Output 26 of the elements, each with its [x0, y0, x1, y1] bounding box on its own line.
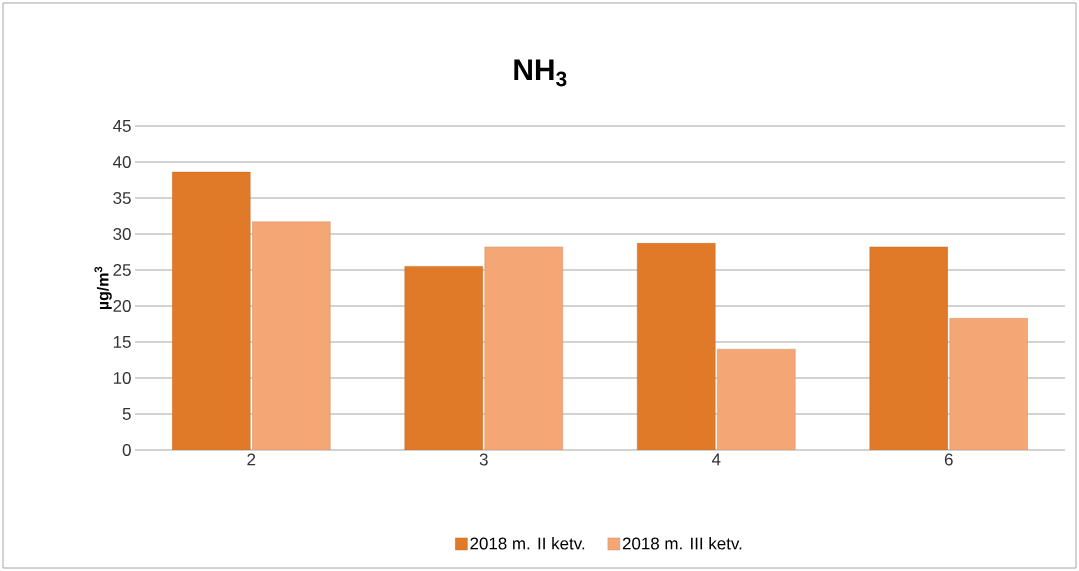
y-tick-label: 40: [113, 156, 131, 168]
legend-label: 2018 m. III ketv.: [622, 537, 742, 550]
y-tick-label: 45: [113, 120, 131, 132]
chart-title: NH$_{3}$: [514, 59, 567, 87]
y-tick-label: 35: [113, 192, 131, 204]
bar: [869, 246, 948, 450]
y-tick-label: 20: [113, 300, 131, 312]
x-tick-label: 2: [247, 453, 256, 466]
bar: [404, 266, 483, 450]
y-tick-label: 25: [113, 264, 131, 276]
y-tick-label: 0: [122, 444, 131, 456]
bar: [484, 246, 563, 450]
y-tick-label: 30: [113, 228, 131, 240]
bar: [949, 318, 1028, 450]
y-tick-label: 10: [113, 372, 131, 384]
x-tick-label: 6: [944, 453, 953, 466]
y-tick-label: 5: [122, 408, 131, 420]
bar: [252, 221, 331, 450]
x-tick-label: 4: [711, 453, 721, 466]
bar: [717, 349, 796, 450]
bar: [172, 171, 251, 450]
x-tick-label: 3: [479, 453, 488, 466]
legend-label: 2018 m. II ketv.: [470, 537, 585, 550]
y-tick-label: 15: [113, 336, 131, 348]
bar: [637, 243, 716, 450]
y-axis-title: µg/m$^{3}$: [94, 266, 112, 310]
